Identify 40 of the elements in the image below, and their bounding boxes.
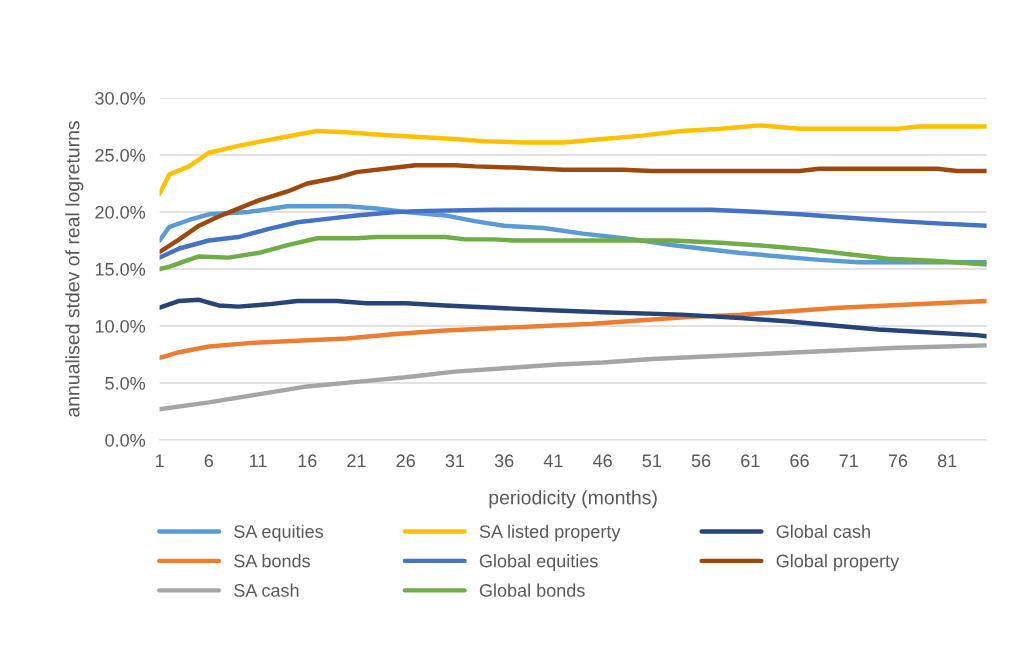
x-tick-label: 26 — [396, 454, 415, 468]
legend-label: Global cash — [776, 524, 870, 538]
x-tick-label: 31 — [445, 454, 465, 468]
y-tick-label: 5.0% — [105, 376, 146, 390]
legend-label: SA bonds — [234, 554, 310, 568]
x-tick-label: 76 — [888, 454, 908, 468]
y-tick-label: 25.0% — [95, 148, 146, 162]
x-tick-label: 16 — [298, 454, 317, 468]
line-series — [159, 163, 987, 255]
legend-label: Global property — [776, 554, 900, 571]
x-tick-label: 51 — [642, 454, 661, 468]
x-tick-label: 66 — [790, 454, 809, 468]
line-series — [159, 123, 987, 196]
y-tick-label: 30.0% — [95, 91, 146, 105]
x-tick-label: 46 — [592, 454, 612, 468]
legend-label: SA cash — [234, 583, 299, 597]
legend-label: SA equities — [234, 524, 324, 542]
line-series — [159, 297, 987, 339]
y-tick-label: 10.0% — [95, 319, 146, 333]
line-series — [159, 298, 987, 361]
y-tick-label: 0.0% — [105, 433, 146, 447]
x-tick-label: 36 — [494, 454, 514, 468]
x-tick-label: 61 — [741, 454, 760, 468]
x-tick-label: 81 — [937, 454, 957, 468]
x-axis-title: periodicity (months) — [489, 490, 657, 509]
x-tick-label: 11 — [250, 454, 267, 467]
line-series — [159, 343, 987, 412]
x-tick-label: 21 — [347, 454, 366, 467]
x-tick-label: 41 — [543, 454, 563, 467]
y-axis-title: annualised stdev of real logreturns — [65, 121, 84, 417]
legend-label: SA listed property — [479, 524, 621, 542]
legend-label: Global bonds — [479, 583, 585, 597]
x-tick-label: 6 — [204, 454, 214, 468]
x-tick-label: 1 — [155, 454, 164, 467]
x-tick-label: 56 — [691, 454, 711, 468]
legend-label: Global equities — [479, 554, 598, 571]
x-tick-label: 71 — [839, 454, 858, 467]
line-series — [159, 234, 987, 272]
y-tick-label: 20.0% — [95, 205, 146, 219]
y-tick-label: 15.0% — [95, 262, 146, 276]
